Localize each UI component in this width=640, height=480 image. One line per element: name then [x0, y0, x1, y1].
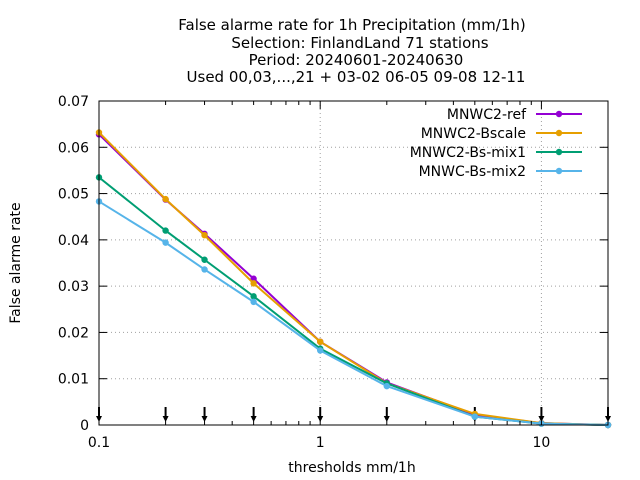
title-line-2: Selection: FinlandLand 71 stations	[231, 34, 488, 52]
data-point	[162, 227, 169, 234]
plot-frame	[98, 100, 609, 426]
data-point	[317, 338, 324, 345]
legend: MNWC2-ref MNWC2-Bscale MNWC2-Bs-mix1 MNWC-B…	[410, 107, 582, 180]
data-point	[162, 195, 169, 203]
series-line	[98, 200, 609, 426]
data-point	[317, 347, 324, 354]
y-tick-label: 0.06	[58, 140, 89, 156]
y-tick-label: 0.04	[58, 233, 89, 249]
series-line	[98, 176, 609, 426]
series-line	[98, 131, 609, 426]
y-tick-label: 0.05	[58, 187, 89, 203]
title-line-4: Used 00,03,...,21 + 03-02 06-05 09-08 12…	[187, 68, 526, 86]
series-mnwc-bs-mix2	[95, 198, 612, 429]
threshold-marker	[383, 407, 390, 422]
y-axis-label: False alarme rate	[8, 202, 24, 323]
legend-marker	[555, 148, 563, 156]
x-tick-label: 10	[532, 435, 550, 451]
threshold-marker	[250, 407, 257, 422]
data-point	[250, 280, 257, 287]
legend-entry: MNWC2-Bs-mix1	[410, 145, 582, 161]
chart-title: False alarme rate for 1h Precipitation (…	[178, 16, 526, 86]
threshold-marker	[201, 407, 208, 422]
threshold-marker	[162, 407, 169, 422]
series-mnwc2-bs-mix1	[95, 174, 612, 429]
legend-marker	[555, 110, 563, 118]
data-point	[201, 266, 208, 273]
legend-entry: MNWC2-ref	[447, 107, 582, 123]
x-tick-label: 0.1	[88, 435, 110, 451]
y-tick-label: 0.07	[58, 94, 89, 110]
data-point	[250, 275, 257, 282]
legend-marker	[555, 129, 563, 137]
series-mnwc2-bscale	[95, 129, 612, 429]
y-tick-label: 0	[80, 418, 89, 434]
data-point	[201, 256, 208, 263]
data-point	[383, 382, 390, 390]
legend-marker	[555, 167, 563, 175]
x-axis-ticks: 0.1 1 10	[88, 101, 609, 451]
y-tick-label: 0.01	[58, 372, 89, 388]
data-point	[250, 293, 257, 300]
series-group	[95, 129, 612, 429]
data-point	[250, 298, 257, 306]
grid-lines	[99, 101, 608, 425]
legend-label: MNWC2-Bscale	[421, 126, 526, 142]
legend-label: MNWC-Bs-mix2	[419, 164, 526, 180]
legend-label: MNWC2-Bs-mix1	[410, 145, 526, 161]
legend-entry: MNWC2-Bscale	[421, 126, 582, 142]
y-tick-label: 0.03	[58, 279, 89, 295]
x-tick-label: 1	[316, 435, 325, 451]
series-line	[98, 133, 609, 426]
title-line-1: False alarme rate for 1h Precipitation (…	[178, 16, 526, 34]
y-axis-ticks: 0 0.01 0.02 0.03 0.04 0.05 0.06 0.07	[58, 94, 608, 434]
data-point	[471, 413, 479, 420]
data-point	[201, 232, 208, 239]
data-point	[162, 239, 169, 246]
legend-label: MNWC2-ref	[447, 107, 527, 123]
legend-entry: MNWC-Bs-mix2	[419, 164, 582, 180]
y-tick-label: 0.02	[58, 325, 89, 341]
title-line-3: Period: 20240601-20240630	[249, 51, 464, 69]
x-axis-label: thresholds mm/1h	[288, 460, 415, 476]
series-mnwc2-ref	[95, 131, 612, 429]
threshold-markers	[96, 407, 611, 422]
